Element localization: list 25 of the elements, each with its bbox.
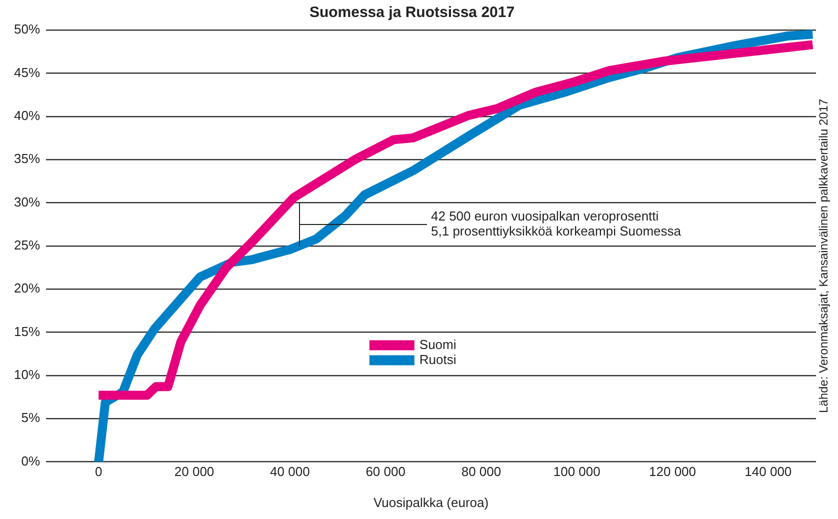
- x-tick-label: 120 000: [649, 464, 696, 480]
- text: Lähde: Veronmaksajat, Kansainvälinen palkkavertailu 2017: [816, 98, 830, 414]
- annotation: 42 500 euron vuosipalkan veroprosentti 5,1 prosenttiyksikköä korkeampi Suomessa: [431, 208, 682, 238]
- y-tick-label: 20%: [14, 280, 40, 296]
- y-tick-label: 10%: [14, 367, 40, 382]
- y-tick-label: 30%: [14, 194, 40, 210]
- y-tick-label: 35%: [14, 151, 40, 166]
- y-tick-label: 25%: [14, 237, 40, 252]
- x-tick-label: 0: [95, 464, 102, 480]
- x-tick-label: 140 000: [744, 464, 792, 480]
- legend-label: Suomi: [419, 336, 456, 352]
- x-tick-label: 80 000: [461, 464, 502, 480]
- chart-title: Suomessa ja Ruotsissa 2017: [309, 4, 515, 22]
- x-tick-label: 100 000: [553, 464, 600, 480]
- y-tick-label: 40%: [14, 108, 40, 123]
- legend-label: Ruotsi: [419, 352, 456, 367]
- y-tick-label: 50%: [14, 22, 40, 37]
- x-axis-title: Vuosipalkka (euroa): [373, 494, 489, 510]
- y-tick-label: 5%: [21, 410, 40, 426]
- y-tick-label: 15%: [14, 324, 40, 339]
- x-tick-label: 60 000: [366, 464, 406, 480]
- y-tick-label: 45%: [14, 64, 40, 80]
- y-tick-label: 0%: [21, 453, 40, 468]
- x-tick-label: 20 000: [174, 464, 214, 480]
- x-tick-label: 40 000: [270, 464, 310, 480]
